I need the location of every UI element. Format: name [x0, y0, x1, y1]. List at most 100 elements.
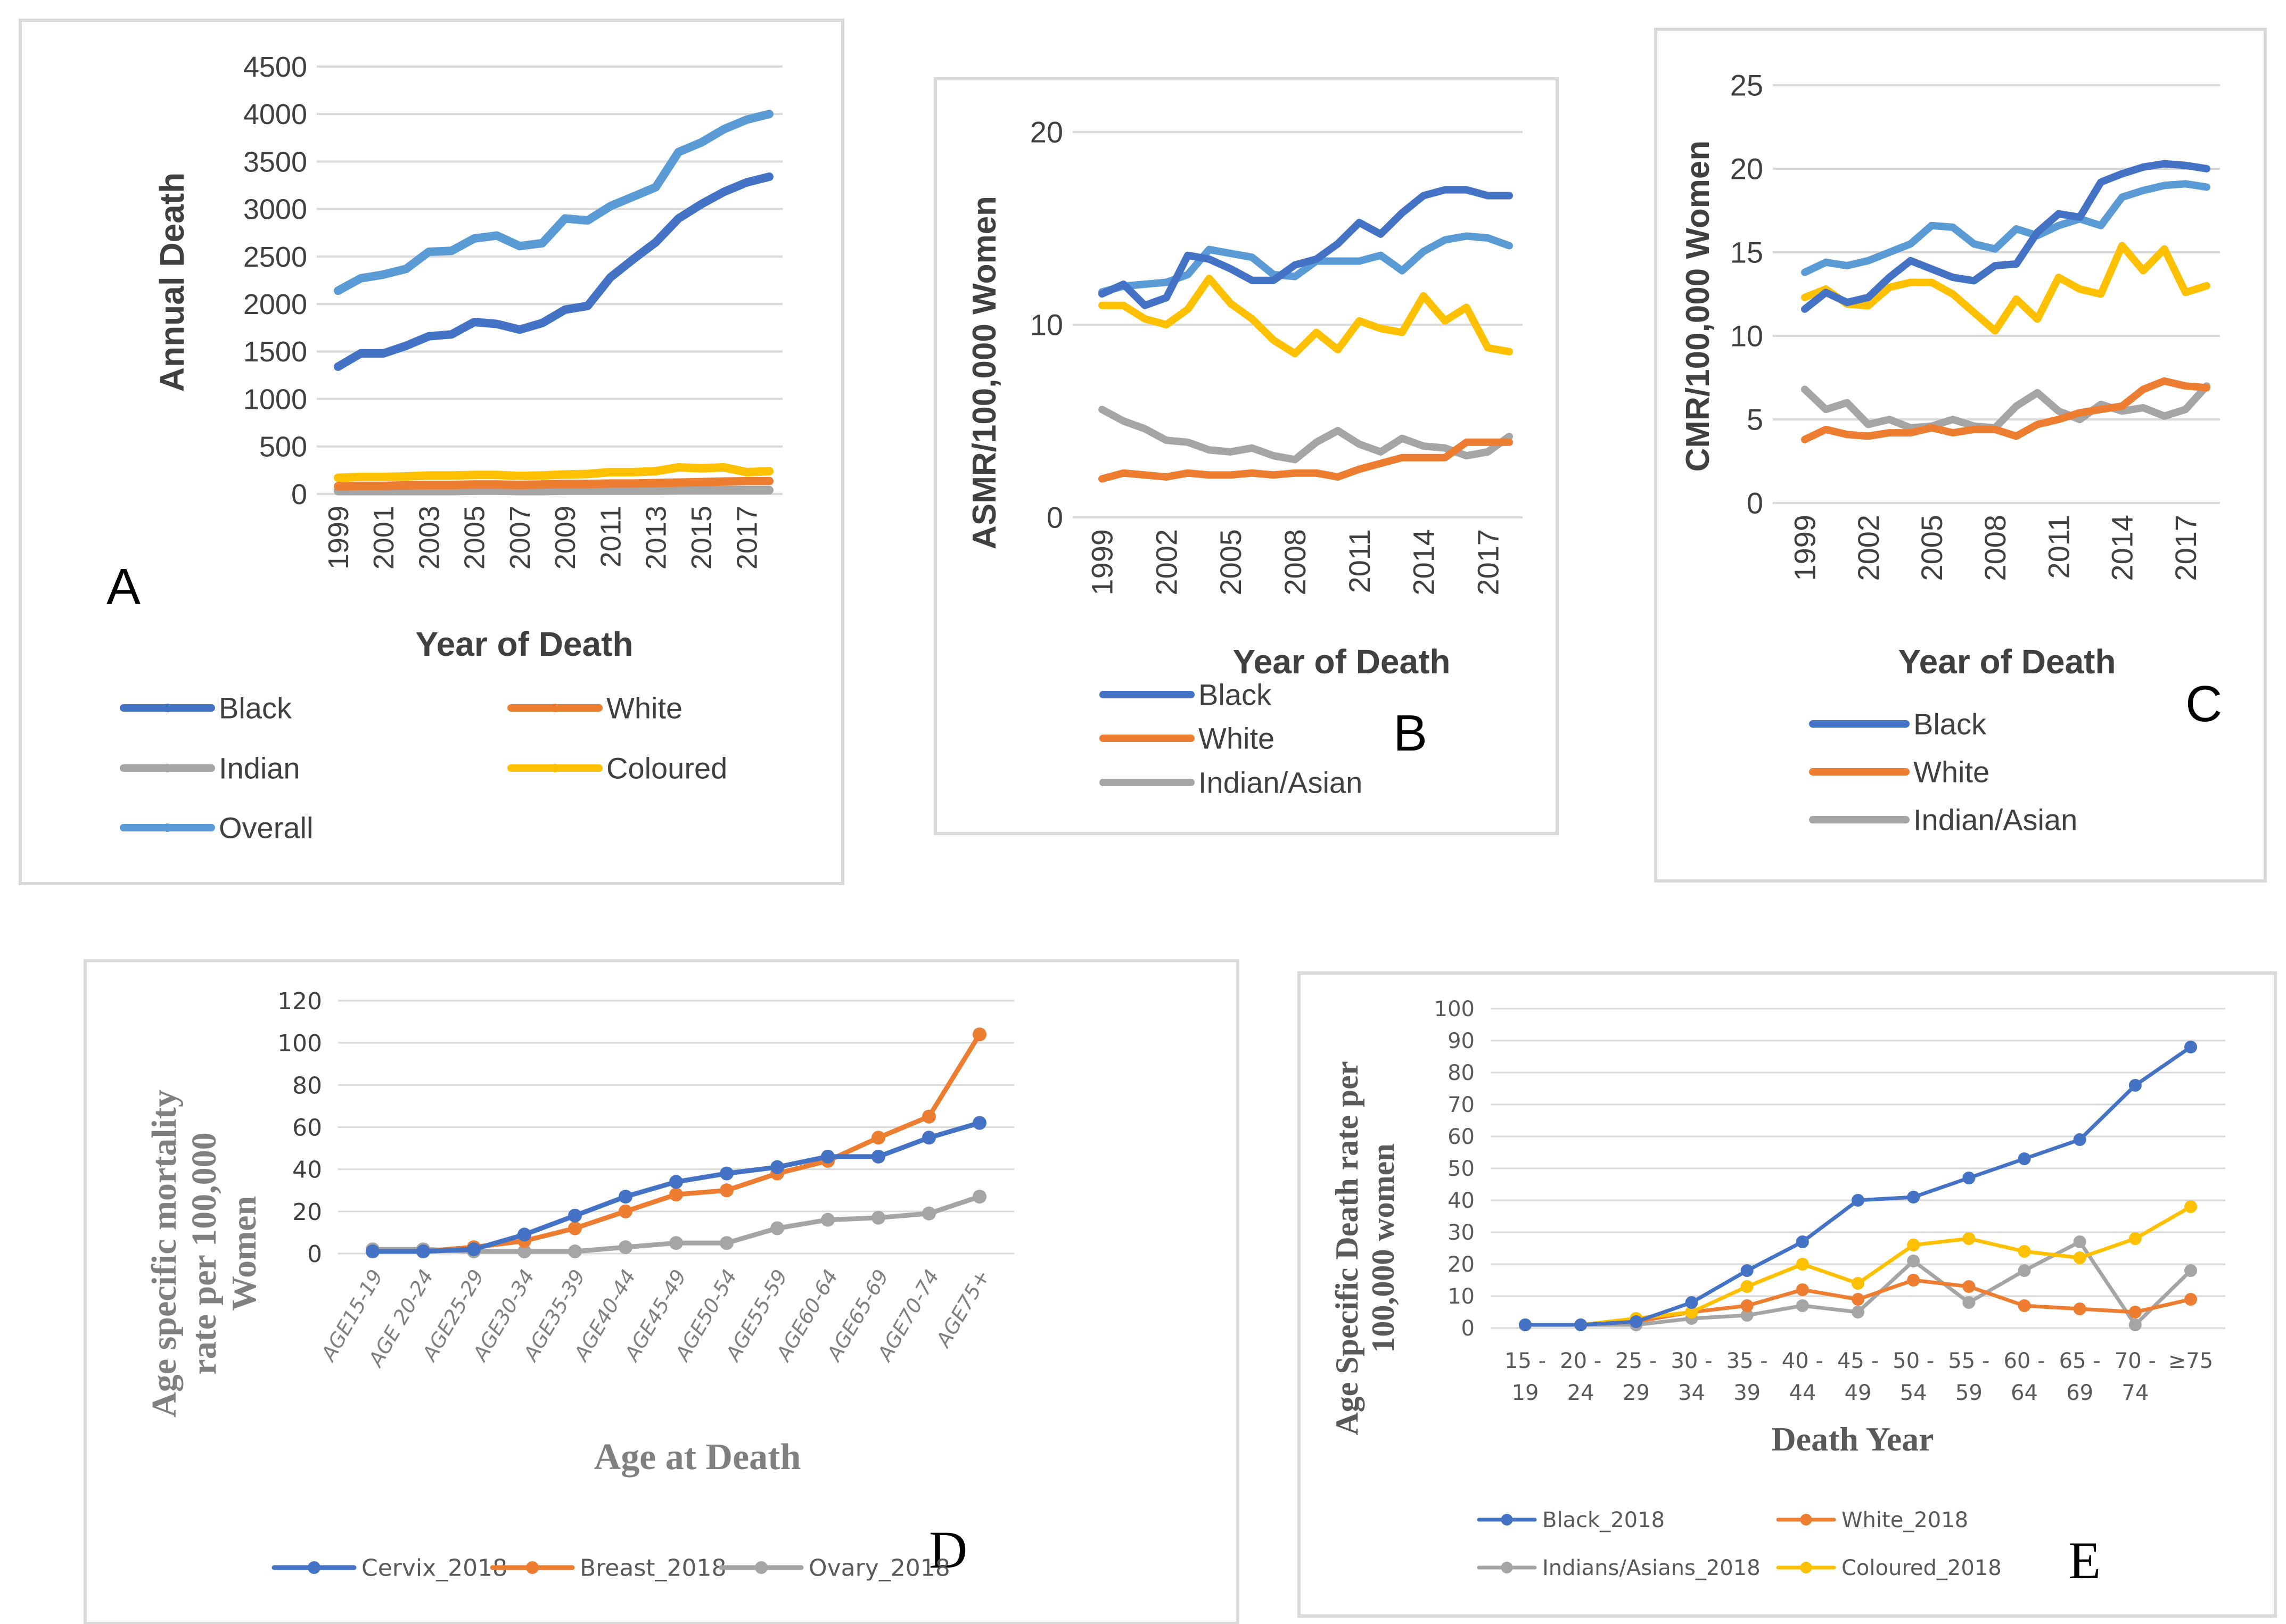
panel-b-xtick-label: 2014: [1407, 529, 1441, 596]
panel-d-letter: D: [929, 1520, 967, 1579]
panel-e-series-black-2018-point: [1685, 1296, 1698, 1309]
panel-e-series-coloured-2018-point: [1962, 1232, 1976, 1245]
panel-c-ytick-label: 15: [1730, 236, 1763, 269]
panel-e-series-white-2018-point: [1962, 1280, 1976, 1293]
panel-a-legend-label-overall: Overall: [219, 811, 313, 845]
panel-b-frame: [934, 77, 1559, 835]
panel-e-series-white-2018-point: [2128, 1306, 2142, 1318]
panel-e-letter: E: [2068, 1531, 2101, 1590]
panel-a-legend-label-indian: Indian: [219, 752, 300, 785]
panel-d-ytick-label: 40: [292, 1157, 322, 1184]
panel-a-series-coloured-line: [334, 463, 774, 482]
panel-d-series-cervix-2018-point: [821, 1149, 835, 1164]
panel-d-series-cervix-2018-point: [568, 1208, 582, 1223]
panel-d-ylabel-line-1: Age specific mortality: [145, 1090, 184, 1417]
panel-d-series-cervix-2018-point: [619, 1190, 632, 1204]
panel-a-legend-marker-white: [550, 704, 560, 712]
panel-d-series-breast-2018-point: [922, 1109, 936, 1124]
panel-e-series-indians-asians-2018-point: [1740, 1309, 1754, 1322]
panel-d-series-cervix-2018-point: [669, 1175, 683, 1189]
panel-e-ytick-label: 20: [1448, 1252, 1475, 1277]
panel-d-series-cervix-2018-point: [973, 1116, 986, 1130]
panel-e-xtick-label-bottom: 49: [1845, 1381, 1872, 1405]
panel-e-series-black-2018-point: [1962, 1172, 1976, 1184]
panel-b-xtick-label: 2017: [1471, 529, 1504, 596]
panel-d-legend-marker-cervix-2018: [308, 1561, 320, 1574]
panel-e-xlabel: Death Year: [1771, 1420, 1934, 1458]
panel-b: 0 10 20 1999 2002 2005 2008 2011 2014 2017 ASMR/1…: [934, 77, 1559, 835]
panel-c-ytick-label: 10: [1730, 319, 1763, 353]
panel-a-legend-marker-indian: [163, 764, 172, 772]
panel-e-series-indians-asians-2018-point: [1907, 1255, 1920, 1267]
panel-d-series-ovary-2018-point: [568, 1244, 582, 1259]
panel-e-ylabel: Age Specific Death rate per 100,000 wome…: [1329, 1061, 1401, 1435]
panel-b-xtick-label: 2008: [1278, 529, 1312, 596]
panel-e-xtick-label-top: ≥75: [2168, 1349, 2213, 1373]
panel-a-xtick-label: 2007: [504, 506, 536, 570]
panel-b-xtick-label: 2002: [1149, 529, 1183, 596]
panel-a-ytick-label: 2500: [243, 241, 307, 273]
panel-e-series-coloured-2018-point: [1852, 1277, 1864, 1290]
panel-d-series-breast-2018-point: [619, 1204, 632, 1218]
panel-b-ytick-label: 10: [1030, 308, 1063, 342]
panel-e-xtick-label-bottom: 74: [2121, 1381, 2149, 1405]
panel-d-ytick-label: 100: [277, 1030, 322, 1057]
panel-e-series-black-2018-point: [1852, 1194, 1864, 1207]
panel-c-legend-label-indian-asian: Indian/Asian: [1913, 803, 2077, 837]
panel-b-xlabel: Year of Death: [1232, 642, 1450, 681]
panel-e-ytick-label: 10: [1448, 1284, 1475, 1309]
panel-e-series-white-2018-point: [1852, 1293, 1864, 1306]
panel-e-series-white-2018-point: [1907, 1274, 1920, 1287]
panel-c-ylabel: CMR/100,000 Women: [1680, 141, 1716, 472]
panel-d-series-ovary-2018-point: [821, 1213, 835, 1227]
panel-e-series-coloured-2018-point: [2073, 1251, 2086, 1264]
panel-d-legend-label-ovary-2018: Ovary_2018: [809, 1554, 950, 1581]
panel-c-xlabel: Year of Death: [1898, 642, 2116, 681]
panel-a-series-black-line: [334, 172, 774, 371]
panel-d-ytick-label: 120: [277, 988, 322, 1015]
panel-e-ytick-label: 70: [1448, 1093, 1475, 1117]
panel-c-series-coloured-line: [1801, 242, 2210, 335]
panel-e-xtick-label-bottom: 39: [1733, 1381, 1761, 1405]
panel-d-legend: Cervix_2018 Breast_2018 Ovary_2018: [272, 1554, 950, 1581]
panel-d-series-ovary-2018-point: [871, 1210, 885, 1225]
panel-e-series-black-2018-point: [2184, 1041, 2197, 1053]
panel-e-series-indians-asians-2018-point: [2073, 1235, 2086, 1248]
panel-e-xtick-label-bottom: 24: [1567, 1381, 1594, 1405]
panel-e-series-black-2018-point: [1630, 1315, 1643, 1328]
panel-b-series-white-line: [1098, 438, 1513, 483]
panel-b-series-overall-line: [1098, 232, 1513, 296]
panel-e-xtick-label-top: 70 -: [2115, 1349, 2156, 1373]
panel-e-xtick-label-top: 50 -: [1893, 1349, 1934, 1373]
panel-a-series-indian-line: [334, 485, 774, 496]
panel-c-xtick-label: 2008: [1978, 515, 2012, 581]
panel-e-xtick-label-bottom: 44: [1789, 1381, 1816, 1405]
panel-e-series-black-2018-point: [1519, 1318, 1532, 1331]
panel-e-xtick-label-top: 30 -: [1671, 1349, 1712, 1373]
panel-d-series-breast-2018-point: [973, 1027, 986, 1042]
panel-d-ytick-label: 20: [292, 1199, 322, 1226]
panel-c-plot: 0 5 10 15 20 25 1999 2002 2005 2008 2011 2014 2017: [1730, 69, 2220, 581]
panel-c-legend: Black White Indian/Asian: [1809, 707, 2077, 837]
panel-d-series-cervix-2018-point: [467, 1242, 481, 1257]
panel-e-series-coloured-2018-point: [2018, 1245, 2031, 1258]
panel-a-xtick-label: 2009: [549, 506, 581, 570]
panel-b-series-black-line: [1098, 186, 1513, 309]
panel-d-series-ovary-2018-point: [517, 1244, 531, 1259]
panel-e-legend-label-white-2018: White_2018: [1841, 1508, 1968, 1532]
panel-b-series-coloured-line: [1098, 275, 1513, 358]
panel-d-series-breast-2018-point: [568, 1221, 582, 1235]
panel-a-legend-label-black: Black: [219, 691, 292, 725]
panel-c-xtick-label: 2017: [2169, 515, 2202, 581]
panel-e-ytick-label: 100: [1434, 997, 1475, 1021]
panel-e-ytick-label: 30: [1448, 1221, 1475, 1245]
panel-a-xtick-label: 2011: [595, 506, 627, 567]
panel-e-ytick-label: 50: [1448, 1157, 1475, 1181]
panel-e-xtick-label-bottom: 69: [2066, 1381, 2093, 1405]
panel-e-xtick-label-bottom: 29: [1623, 1381, 1650, 1405]
panel-d-series-ovary-2018-point: [770, 1221, 784, 1235]
panel-e-series-coloured-2018-point: [1740, 1280, 1754, 1293]
panel-e-series-black-2018-point: [1907, 1191, 1920, 1203]
panel-e-series-coloured-2018-point: [1685, 1306, 1698, 1318]
panel-e: 0 10 20 30 40 50 60 70 80 90 100 15 - 19 20 - 24 25 - 29…: [1297, 971, 2277, 1618]
